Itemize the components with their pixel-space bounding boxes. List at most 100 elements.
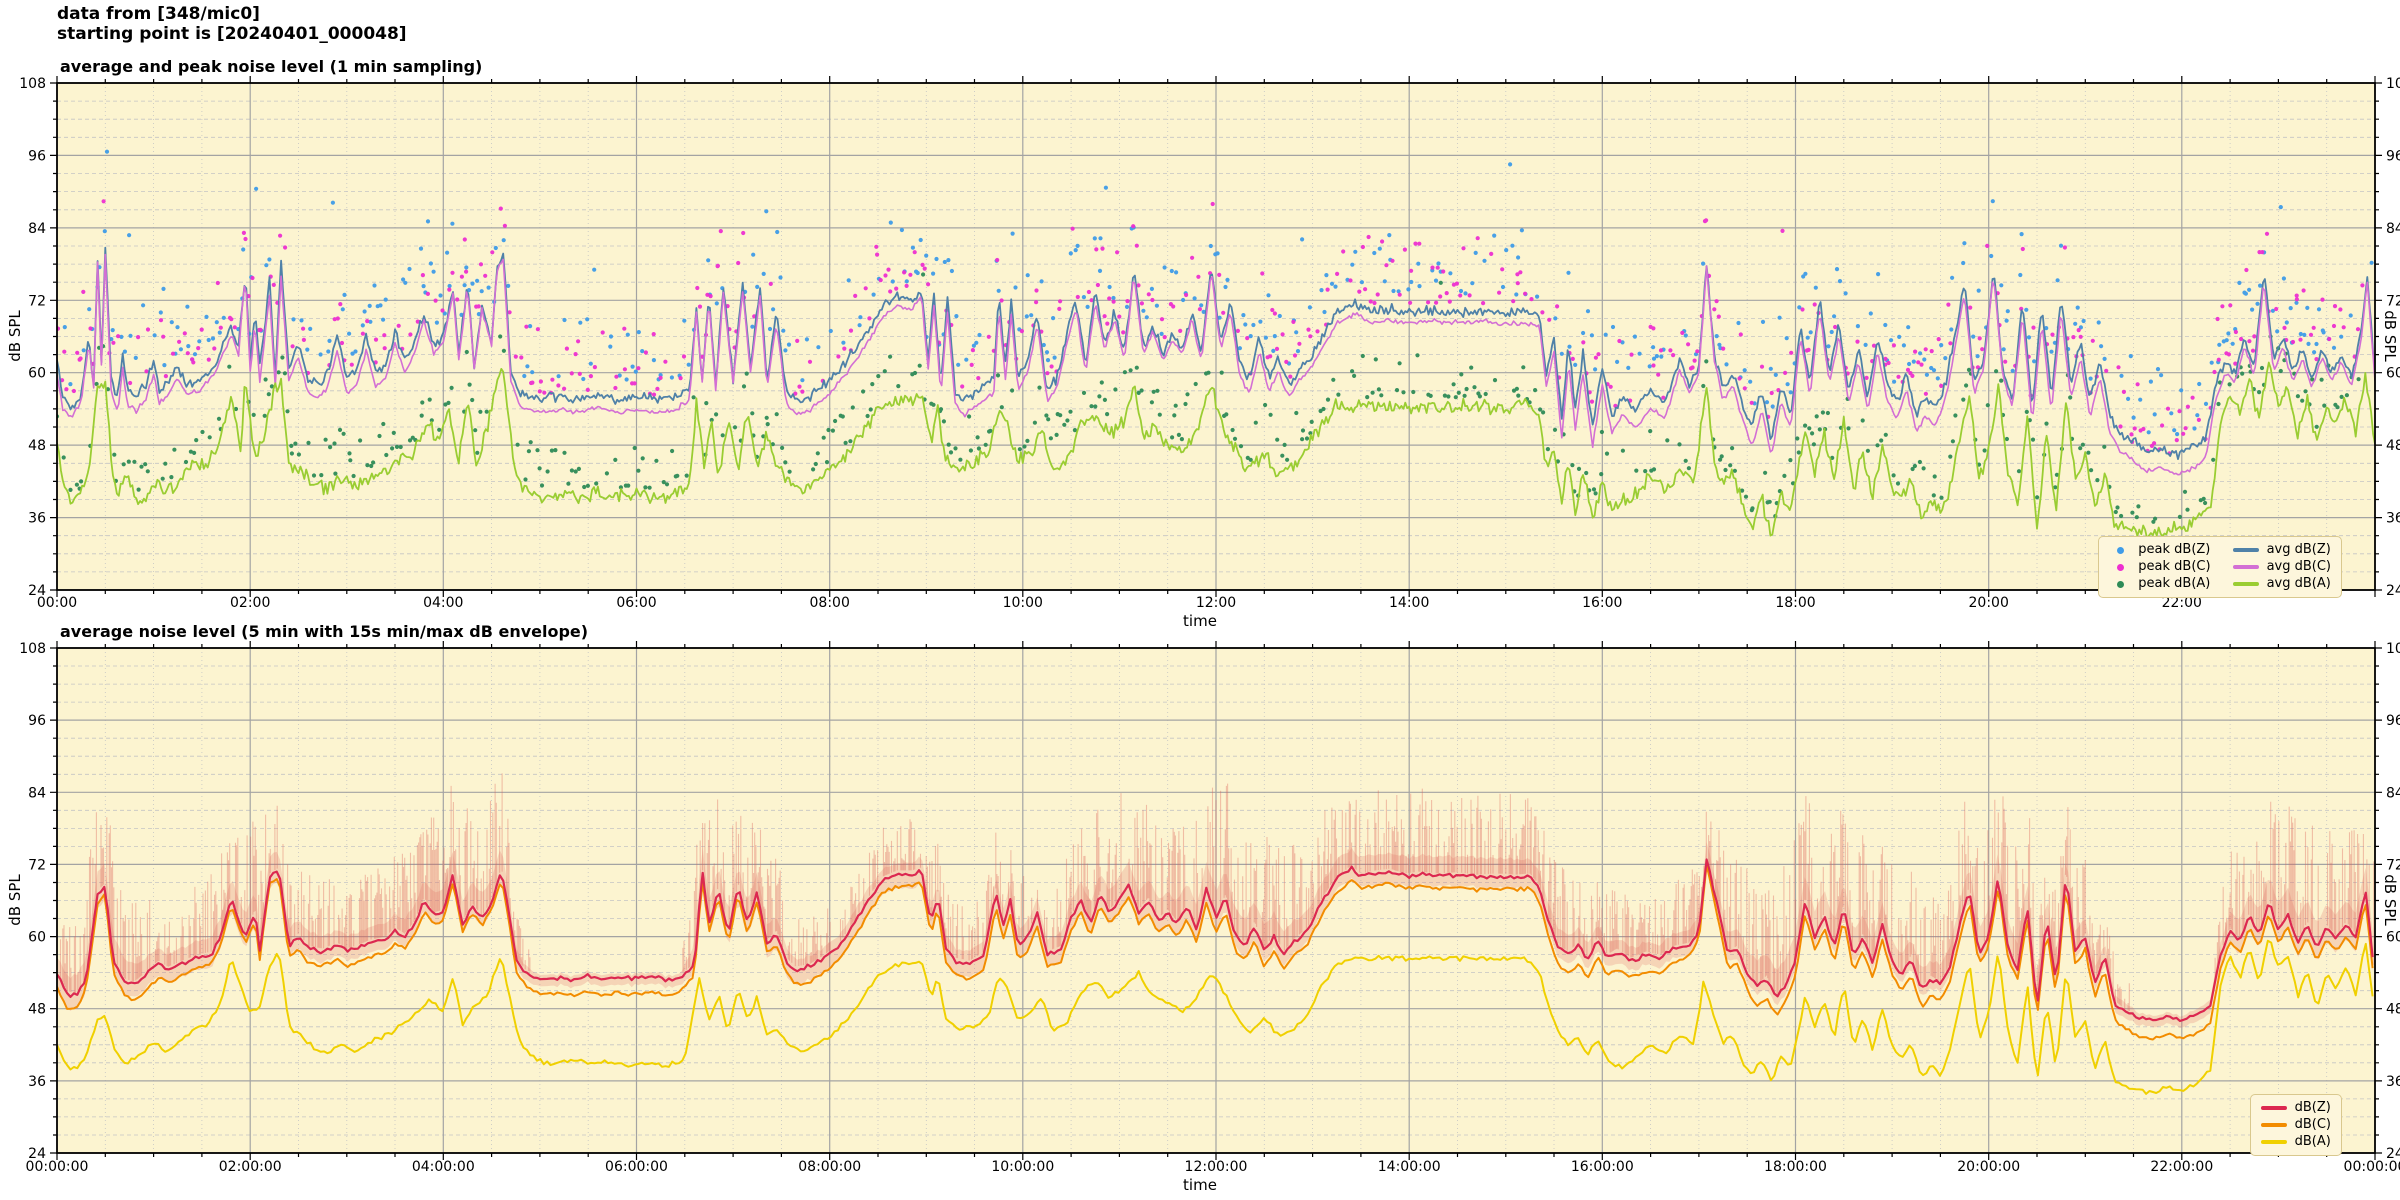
svg-text:18:00:00: 18:00:00 [1764, 1159, 1827, 1175]
svg-text:16:00:00: 16:00:00 [1571, 1159, 1634, 1175]
top-chart-legend: peak dB(Z) peak dB(C) peak dB(A) avg dB(… [2098, 536, 2342, 598]
svg-text:14:00: 14:00 [1389, 595, 1429, 611]
header-line-1: data from [348/mic0] [57, 4, 260, 24]
svg-text:108: 108 [19, 641, 46, 657]
svg-text:06:00:00: 06:00:00 [605, 1159, 668, 1175]
svg-text:00:00: 00:00 [37, 595, 77, 611]
top-y-axis-label-right: dB SPL [2381, 310, 2399, 362]
legend-item-dbc: dB(C) [2260, 1117, 2331, 1133]
header-line-2: starting point is [20240401_000048] [57, 24, 407, 44]
svg-text:00:00:00: 00:00:00 [2344, 1159, 2400, 1175]
svg-text:00:00:00: 00:00:00 [26, 1159, 89, 1175]
svg-text:60: 60 [2386, 930, 2400, 946]
svg-text:16:00: 16:00 [1582, 595, 1622, 611]
top-y-axis-label-left: dB SPL [6, 310, 24, 362]
svg-text:60: 60 [28, 366, 46, 382]
header: data from [348/mic0] starting point is [… [57, 4, 407, 44]
svg-text:72: 72 [28, 857, 46, 873]
svg-text:36: 36 [2386, 1074, 2400, 1090]
svg-text:48: 48 [28, 1002, 46, 1018]
minmax-envelope-hairs [57, 773, 2375, 1011]
series-line-db-z- [57, 858, 2374, 1022]
svg-text:96: 96 [2386, 148, 2400, 164]
svg-text:10:00: 10:00 [1003, 595, 1043, 611]
svg-text:84: 84 [28, 785, 46, 801]
svg-text:36: 36 [28, 511, 46, 527]
svg-text:84: 84 [2386, 221, 2400, 237]
tick-labels-1: 00:00:00 02:00:00 04:00:00 06:00:00 08:00:00… [19, 641, 2400, 1175]
legend-item-peak-dba: peak dB(A) [2109, 576, 2210, 592]
svg-text:18:00: 18:00 [1775, 595, 1815, 611]
svg-text:96: 96 [28, 713, 46, 729]
bottom-x-axis-label: time [1183, 1176, 1217, 1194]
tick-labels-0: 00:00 02:00 04:00 06:00 08:00 10:00 12:00 14:00… [19, 76, 2400, 611]
svg-text:22:00:00: 22:00:00 [2150, 1159, 2213, 1175]
chart-series-group-1 [57, 773, 2375, 1095]
svg-text:24: 24 [28, 583, 46, 599]
svg-text:22:00: 22:00 [2162, 595, 2202, 611]
legend-item-dbz: dB(Z) [2260, 1100, 2331, 1116]
svg-text:48: 48 [2386, 438, 2400, 454]
legend-item-avg-dbz: avg dB(Z) [2232, 542, 2331, 558]
svg-text:24: 24 [2386, 1146, 2400, 1162]
series-line-avg-db-a- [57, 361, 2375, 540]
bottom-chart-legend: dB(Z) dB(C) dB(A) [2249, 1094, 2342, 1156]
svg-text:48: 48 [28, 438, 46, 454]
svg-text:08:00:00: 08:00:00 [798, 1159, 861, 1175]
avg-dbc-line-icon [2232, 565, 2259, 569]
legend-item-dba: dB(A) [2260, 1134, 2331, 1150]
svg-text:12:00:00: 12:00:00 [1185, 1159, 1248, 1175]
dbc-line-icon [2260, 1123, 2287, 1127]
svg-text:36: 36 [2386, 511, 2400, 527]
peak-dba-marker-icon [2117, 580, 2125, 588]
bottom-chart-title: average noise level (5 min with 15s min/… [60, 622, 589, 641]
svg-text:04:00: 04:00 [423, 595, 463, 611]
legend-item-peak-dbz: peak dB(Z) [2109, 542, 2210, 558]
svg-text:20:00: 20:00 [1969, 595, 2009, 611]
svg-text:60: 60 [28, 930, 46, 946]
svg-text:108: 108 [2386, 76, 2400, 92]
svg-text:96: 96 [2386, 713, 2400, 729]
dbz-line-icon [2260, 1106, 2287, 1110]
peak-dbc-marker-icon [2117, 563, 2125, 571]
svg-text:20:00:00: 20:00:00 [1957, 1159, 2020, 1175]
chart-series-group-0 [57, 149, 2375, 540]
minmax-envelope-band [57, 842, 2373, 1029]
svg-text:108: 108 [19, 76, 46, 92]
avg-dbz-line-icon [2232, 548, 2259, 552]
dba-line-icon [2260, 1140, 2287, 1144]
legend-item-avg-dba: avg dB(A) [2232, 576, 2331, 592]
svg-text:24: 24 [2386, 583, 2400, 599]
svg-text:04:00:00: 04:00:00 [412, 1159, 475, 1175]
svg-text:14:00:00: 14:00:00 [1378, 1159, 1441, 1175]
svg-text:84: 84 [28, 221, 46, 237]
series-line-db-c- [57, 863, 2374, 1041]
bottom-y-axis-label-right: dB SPL [2381, 874, 2399, 926]
avg-dba-line-icon [2232, 582, 2259, 586]
svg-text:10:00:00: 10:00:00 [991, 1159, 1054, 1175]
svg-text:84: 84 [2386, 785, 2400, 801]
svg-text:24: 24 [28, 1146, 46, 1162]
svg-text:36: 36 [28, 1074, 46, 1090]
scatter-peak-db-z- [62, 149, 2374, 437]
legend-item-avg-dbc: avg dB(C) [2232, 559, 2331, 575]
svg-text:12:00: 12:00 [1196, 595, 1236, 611]
bottom-y-axis-label-left: dB SPL [6, 874, 24, 926]
svg-text:96: 96 [28, 148, 46, 164]
top-chart-title: average and peak noise level (1 min samp… [60, 57, 483, 76]
peak-dbz-marker-icon [2117, 546, 2125, 554]
series-line-avg-db-c- [57, 253, 2375, 476]
series-line-db-a- [57, 939, 2374, 1095]
top-x-axis-label: time [1183, 612, 1217, 630]
svg-text:08:00: 08:00 [810, 595, 850, 611]
legend-item-peak-dbc: peak dB(C) [2109, 559, 2211, 575]
svg-text:02:00: 02:00 [230, 595, 270, 611]
svg-text:02:00:00: 02:00:00 [219, 1159, 282, 1175]
svg-text:06:00: 06:00 [616, 595, 656, 611]
scatter-peak-db-c- [57, 199, 2365, 456]
svg-text:48: 48 [2386, 1002, 2400, 1018]
svg-text:60: 60 [2386, 366, 2400, 382]
svg-text:72: 72 [2386, 857, 2400, 873]
